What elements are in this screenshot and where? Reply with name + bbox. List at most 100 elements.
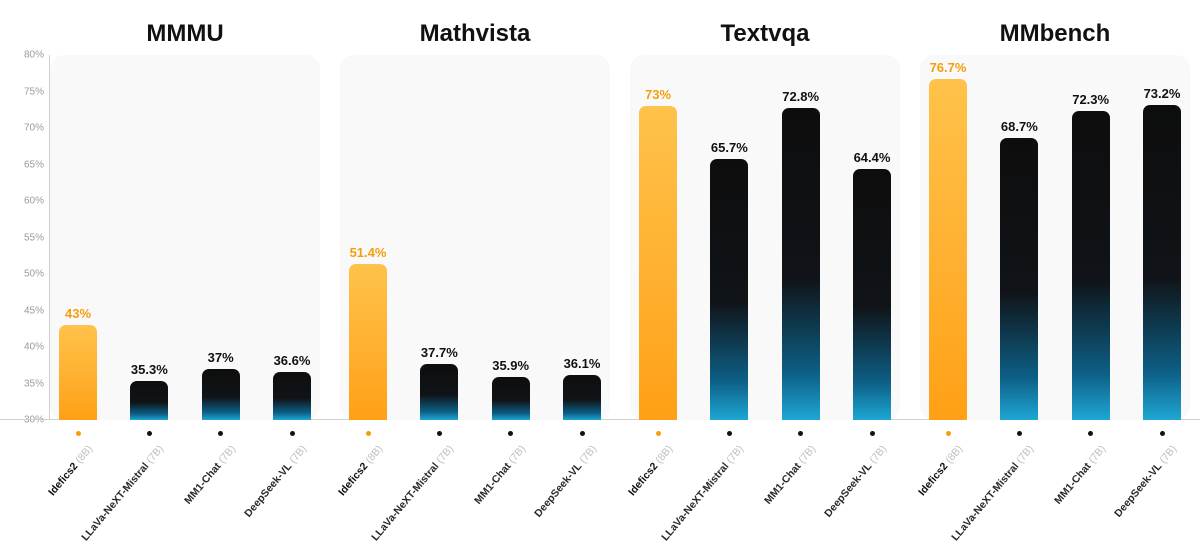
model-name: Idefics2 <box>336 460 370 498</box>
model-size: (7B) <box>724 443 746 466</box>
model-name: LLaVa-NeXT-Mistral <box>950 460 1022 543</box>
y-axis-tick: 70% <box>8 123 44 134</box>
x-axis-category: Idefics2(8B) <box>918 431 978 440</box>
legend-dot <box>508 431 513 436</box>
x-axis-category: MM1-Chat(7B) <box>191 431 251 440</box>
model-size: (7B) <box>1014 443 1036 466</box>
bar-value-label: 72.3% <box>1051 92 1131 107</box>
comparison-bar <box>853 169 891 420</box>
x-axis-label: MM1-Chat(7B) <box>1052 443 1108 507</box>
y-axis-tick: 65% <box>8 159 44 170</box>
model-size: (8B) <box>653 443 675 466</box>
bars-group: 51.4%Idefics2(8B)37.7%LLaVa-NeXT-Mistral… <box>340 55 610 420</box>
bar-value-label: 36.6% <box>252 353 332 368</box>
y-axis-tick: 60% <box>8 196 44 207</box>
legend-dot <box>290 431 295 436</box>
comparison-bar <box>710 159 748 420</box>
model-name: LLaVa-NeXT-Mistral <box>370 460 442 543</box>
y-axis-tick: 80% <box>8 50 44 61</box>
y-axis-tick: 50% <box>8 269 44 280</box>
x-axis-label: Idefics2(8B) <box>916 443 965 498</box>
x-axis-category: LLaVa-NeXT-Mistral(7B) <box>699 431 759 440</box>
legend-dot <box>1088 431 1093 436</box>
primary-bar <box>349 264 387 420</box>
model-size: (8B) <box>943 443 965 466</box>
bar-value-label: 73.2% <box>1122 86 1200 101</box>
x-axis-label: DeepSeek-VL(7B) <box>1112 443 1179 520</box>
x-axis-label: DeepSeek-VL(7B) <box>532 443 599 520</box>
model-size: (7B) <box>1157 443 1179 466</box>
bar-value-label: 64.4% <box>832 150 912 165</box>
bar-value-label: 35.9% <box>471 358 551 373</box>
x-axis-label: DeepSeek-VL(7B) <box>822 443 889 520</box>
bar-value-label: 43% <box>38 306 118 321</box>
comparison-bar <box>1143 105 1181 420</box>
legend-dot-primary <box>946 431 951 436</box>
legend-dot-primary <box>76 431 81 436</box>
bar-value-label: 65.7% <box>689 140 769 155</box>
y-axis-tick: 35% <box>8 378 44 389</box>
x-axis-category: Idefics2(8B) <box>628 431 688 440</box>
model-size: (7B) <box>434 443 456 466</box>
model-size: (7B) <box>287 443 309 466</box>
x-axis-category: DeepSeek-VL(7B) <box>1132 431 1192 440</box>
benchmark-bar-chart: 30%35%40%45%50%55%60%65%70%75%80%MMMU43%… <box>50 20 1190 420</box>
model-name: Idefics2 <box>916 460 950 498</box>
legend-dot-primary <box>366 431 371 436</box>
x-axis-label: LLaVa-NeXT-Mistral(7B) <box>660 443 747 543</box>
x-axis-label: DeepSeek-VL(7B) <box>242 443 309 520</box>
bar-value-label: 36.1% <box>542 356 622 371</box>
chart-panel: MMbench76.7%Idefics2(8B)68.7%LLaVa-NeXT-… <box>920 20 1190 420</box>
bars-group: 73%Idefics2(8B)65.7%LLaVa-NeXT-Mistral(7… <box>630 55 900 420</box>
x-axis-category: LLaVa-NeXT-Mistral(7B) <box>989 431 1049 440</box>
bar-value-label: 76.7% <box>908 60 988 75</box>
model-name: DeepSeek-VL <box>532 460 584 519</box>
bar-value-label: 72.8% <box>761 89 841 104</box>
comparison-bar <box>492 377 530 420</box>
model-name: MM1-Chat <box>472 460 513 506</box>
legend-dot <box>437 431 442 436</box>
x-axis-category: MM1-Chat(7B) <box>771 431 831 440</box>
panel-title: MMMU <box>50 20 320 48</box>
x-axis-label: MM1-Chat(7B) <box>182 443 238 507</box>
bar-value-label: 37.7% <box>399 345 479 360</box>
model-name: LLaVa-NeXT-Mistral <box>660 460 732 543</box>
model-size: (7B) <box>144 443 166 466</box>
bar-value-label: 37% <box>181 350 261 365</box>
y-axis-tick: 40% <box>8 342 44 353</box>
model-name: DeepSeek-VL <box>242 460 294 519</box>
primary-bar <box>639 106 677 420</box>
x-axis-category: MM1-Chat(7B) <box>481 431 541 440</box>
legend-dot <box>1160 431 1165 436</box>
panel-title: Mathvista <box>340 20 610 48</box>
y-axis-tick: 75% <box>8 86 44 97</box>
bar-value-label: 68.7% <box>979 119 1059 134</box>
model-size: (7B) <box>216 443 238 466</box>
panel-title: MMbench <box>920 20 1190 48</box>
x-axis-label: LLaVa-NeXT-Mistral(7B) <box>370 443 457 543</box>
legend-dot <box>147 431 152 436</box>
model-name: DeepSeek-VL <box>822 460 874 519</box>
model-size: (7B) <box>867 443 889 466</box>
comparison-bar <box>563 375 601 420</box>
x-axis-label: LLaVa-NeXT-Mistral(7B) <box>80 443 167 543</box>
model-size: (7B) <box>577 443 599 466</box>
legend-dot <box>580 431 585 436</box>
model-size: (7B) <box>1086 443 1108 466</box>
legend-dot-primary <box>656 431 661 436</box>
comparison-bar <box>273 372 311 420</box>
x-axis-label: LLaVa-NeXT-Mistral(7B) <box>950 443 1037 543</box>
x-axis-category: Idefics2(8B) <box>48 431 108 440</box>
chart-panel: MMMU 43%Idefics2(8B)35.3%LLaVa-NeXT-Mistr… <box>50 20 320 420</box>
x-axis-label: MM1-Chat(7B) <box>762 443 818 507</box>
legend-dot <box>727 431 732 436</box>
panel-title: Textvqa <box>630 20 900 48</box>
bar-value-label: 35.3% <box>109 362 189 377</box>
bars-group: 43%Idefics2(8B)35.3%LLaVa-NeXT-Mistral(7… <box>50 55 320 420</box>
model-name: Idefics2 <box>46 460 80 498</box>
x-axis-category: LLaVa-NeXT-Mistral(7B) <box>119 431 179 440</box>
model-name: Idefics2 <box>626 460 660 498</box>
x-axis-label: MM1-Chat(7B) <box>472 443 528 507</box>
comparison-bar <box>782 108 820 420</box>
y-axis-tick: 30% <box>8 415 44 426</box>
